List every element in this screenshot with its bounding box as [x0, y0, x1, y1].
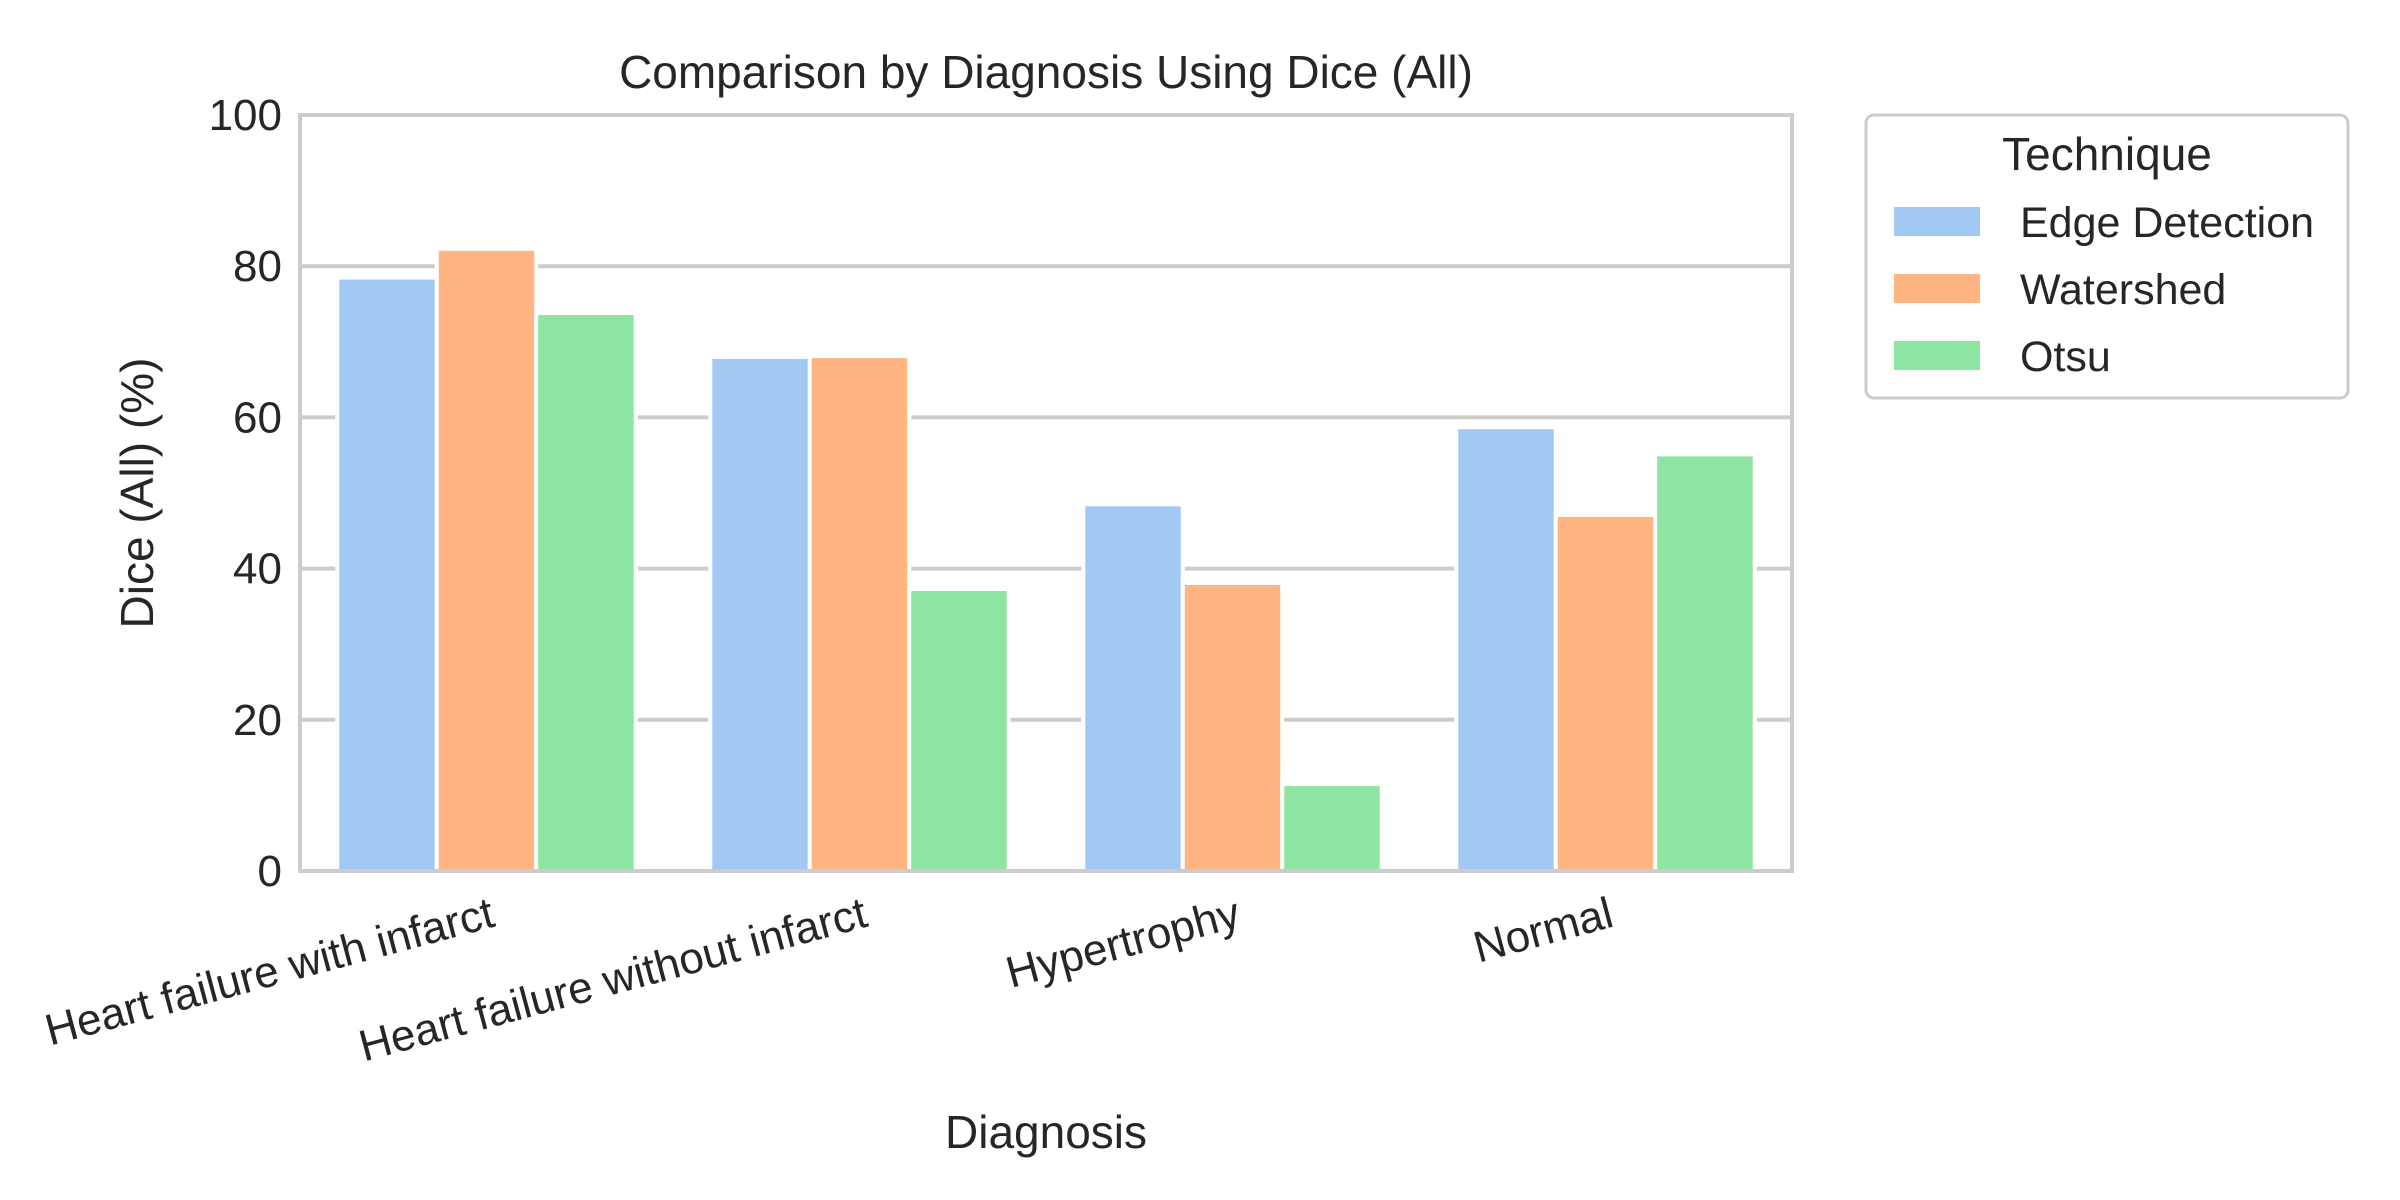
bar-otsu — [907, 587, 1011, 874]
x-tick-label: Normal — [1468, 888, 1618, 972]
bars — [335, 246, 1757, 874]
y-tick-label: 80 — [233, 242, 282, 291]
bar-watershed — [1180, 580, 1285, 873]
x-axis-title: Diagnosis — [945, 1106, 1147, 1158]
bar-edge-detection — [1454, 425, 1558, 873]
legend-label: Edge Detection — [2020, 199, 2314, 247]
bar-edge-detection — [1081, 502, 1185, 873]
bar-edge-detection — [708, 354, 812, 874]
bar-watershed — [807, 354, 912, 873]
bar-otsu — [534, 311, 638, 873]
bar-edge-detection — [335, 275, 439, 874]
bar-watershed — [1553, 512, 1658, 873]
plot-frame — [298, 113, 1794, 873]
y-tick-labels: 0 20 40 60 80 100 — [209, 91, 282, 896]
legend: Technique Edge Detection Watershed Otsu — [1864, 113, 2350, 400]
y-tick-label: 40 — [233, 545, 282, 594]
y-tick-label: 20 — [233, 696, 282, 745]
y-axis-title: Dice (All) (%) — [111, 358, 163, 629]
legend-swatch — [1892, 205, 1982, 238]
bar-watershed — [434, 246, 539, 873]
chart-title: Comparison by Diagnosis Using Dice (All) — [619, 46, 1473, 98]
legend-label: Otsu — [2020, 333, 2111, 381]
bar-otsu — [1280, 782, 1384, 873]
bar-otsu — [1653, 452, 1757, 873]
y-tick-label: 60 — [233, 393, 282, 442]
y-tick-label: 100 — [209, 91, 282, 140]
x-tick-label: Hypertrophy — [1001, 888, 1245, 997]
legend-label: Watershed — [2020, 266, 2226, 314]
legend-swatch — [1892, 272, 1982, 305]
legend-items: Edge Detection Watershed Otsu — [1892, 199, 2314, 381]
legend-title: Technique — [2002, 128, 2212, 180]
legend-swatch — [1892, 339, 1982, 372]
legend-frame — [1864, 113, 2350, 400]
y-tick-label: 0 — [258, 847, 282, 896]
